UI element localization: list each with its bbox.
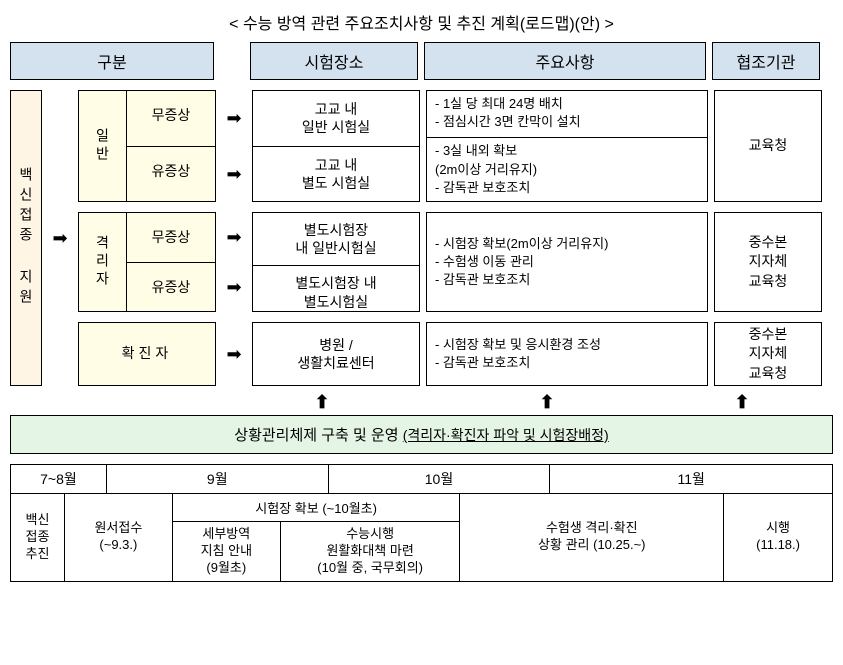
timeline-c3: 세부방역지침 안내(9월초) xyxy=(173,522,281,581)
header-items: 주요사항 xyxy=(424,42,706,80)
page-title: < 수능 방역 관련 주요조치사항 및 추진 계획(로드맵)(안) > xyxy=(10,10,833,34)
month-3: 10월 xyxy=(329,465,551,493)
situation-box: 상황관리체제 구축 및 운영 (격리자·확진자 파악 및 시험장배정) xyxy=(10,415,833,454)
timeline-nest-top: 시험장 확보 (~10월초) xyxy=(173,494,460,522)
place-col: 고교 내일반 시험실 고교 내별도 시험실 별도시험장내 일반시험실 별도시험장… xyxy=(252,90,420,386)
cat-confirmed: 확진자 xyxy=(78,322,216,386)
header-place: 시험장소 xyxy=(250,42,418,80)
month-4: 11월 xyxy=(550,465,832,493)
arrow-right-icon: ➡ xyxy=(222,227,246,248)
cat-general-sub2: 유증상 xyxy=(127,147,215,202)
arrow-main: ➡ xyxy=(48,90,72,386)
header-category: 구분 xyxy=(10,42,214,80)
main-section: 백신접종 지원 ➡ 일반 무증상 유증상 격리자 무증상 유증상 확진자 ➡ ➡ … xyxy=(10,90,833,386)
items-quarantine: - 시험장 확보(2m이상 거리유지)- 수험생 이동 관리- 감독관 보호조치 xyxy=(427,213,707,311)
timeline-header: 7~8월 9월 10월 11월 xyxy=(11,465,832,494)
timeline-nest: 시험장 확보 (~10월초) 세부방역지침 안내(9월초) 수능시행원활화대책 … xyxy=(173,494,461,581)
timeline: 7~8월 9월 10월 11월 백신접종추진 원서접수(~9.3.) 시험장 확… xyxy=(10,464,833,582)
arrow-right-icon: ➡ xyxy=(222,164,246,185)
arrow-right-icon: ➡ xyxy=(52,228,67,249)
category-col: 일반 무증상 유증상 격리자 무증상 유증상 확진자 xyxy=(78,90,216,386)
cat-quarantine-sub2: 유증상 xyxy=(127,263,215,312)
arrow-up-icon: ⬆ xyxy=(688,392,796,413)
org-col: 교육청 중수본지자체교육청 중수본지자체교육청 xyxy=(714,90,822,386)
place-confirmed: 병원 /생활치료센터 xyxy=(253,323,419,385)
arrow-right-icon: ➡ xyxy=(222,108,246,129)
situation-main: 상황관리체제 구축 및 운영 xyxy=(234,427,398,444)
org-confirmed: 중수본지자체교육청 xyxy=(714,322,822,386)
vaccine-support-label: 백신접종 지원 xyxy=(10,90,42,386)
timeline-c5: 수험생 격리·확진상황 관리 (10.25.~) xyxy=(460,494,724,581)
arrow-right-icon: ➡ xyxy=(222,277,246,298)
org-quarantine: 중수본지자체교육청 xyxy=(714,212,822,312)
items-general-2: - 3실 내외 확보(2m이상 거리유지)- 감독관 보호조치 xyxy=(427,138,707,201)
arrow-right-icon: ➡ xyxy=(222,344,246,365)
place-general-2: 고교 내별도 시험실 xyxy=(253,147,419,202)
header-row: 구분 시험장소 주요사항 협조기관 xyxy=(10,42,833,80)
up-arrows-row: ⬆ ⬆ ⬆ xyxy=(10,392,833,413)
items-general-1: - 1실 당 최대 24명 배치- 점심시간 3면 칸막이 설치 xyxy=(427,91,707,138)
items-confirmed: - 시험장 확보 및 응시환경 조성- 감독관 보호조치 xyxy=(427,323,707,385)
timeline-body: 백신접종추진 원서접수(~9.3.) 시험장 확보 (~10월초) 세부방역지침… xyxy=(11,494,832,581)
cat-general-main: 일반 xyxy=(79,91,127,201)
arrow-pair-col: ➡ ➡ ➡ ➡ ➡ xyxy=(222,90,246,386)
arrow-up-icon: ⬆ xyxy=(406,392,688,413)
situation-paren: (격리자·확진자 파악 및 시험장배정) xyxy=(403,427,609,443)
timeline-c4: 수능시행원활화대책 마련(10월 중, 국무회의) xyxy=(281,522,460,581)
header-org: 협조기관 xyxy=(712,42,820,80)
cat-general-sub1: 무증상 xyxy=(127,91,215,147)
cat-quarantine: 격리자 무증상 유증상 xyxy=(78,212,216,312)
month-2: 9월 xyxy=(107,465,329,493)
place-quarantine-2: 별도시험장 내별도시험실 xyxy=(253,266,419,318)
timeline-c2: 원서접수(~9.3.) xyxy=(65,494,173,581)
timeline-c1: 백신접종추진 xyxy=(11,494,65,581)
place-general-1: 고교 내일반 시험실 xyxy=(253,91,419,147)
org-general: 교육청 xyxy=(714,90,822,202)
cat-quarantine-sub1: 무증상 xyxy=(127,213,215,263)
items-col: - 1실 당 최대 24명 배치- 점심시간 3면 칸막이 설치 - 3실 내외… xyxy=(426,90,708,386)
cat-quarantine-main: 격리자 xyxy=(79,213,127,311)
cat-general: 일반 무증상 유증상 xyxy=(78,90,216,202)
arrow-up-icon: ⬆ xyxy=(238,392,406,413)
place-quarantine-1: 별도시험장내 일반시험실 xyxy=(253,213,419,266)
timeline-c6: 시행(11.18.) xyxy=(724,494,832,581)
month-1: 7~8월 xyxy=(11,465,107,493)
